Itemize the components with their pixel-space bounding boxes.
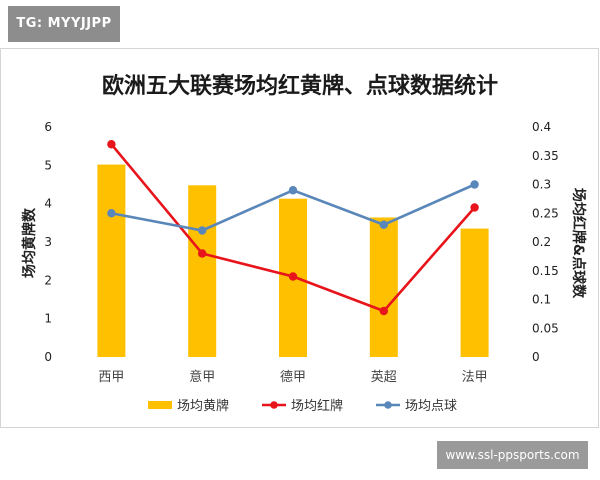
right-tick-4: 0.2 — [532, 235, 551, 249]
series-0-point-1 — [198, 249, 207, 258]
right-tick-6: 0.3 — [532, 178, 551, 192]
left-tick-0: 0 — [44, 350, 52, 364]
bar-4 — [460, 228, 489, 357]
legend-label-2: 场均点球 — [405, 399, 457, 414]
category-label-4: 法甲 — [462, 370, 488, 385]
category-labels: 西甲 意甲 德甲 英超 法甲 — [98, 369, 487, 385]
category-label-2: 德甲 — [280, 370, 306, 385]
legend-marker-2 — [384, 401, 392, 409]
left-tick-5: 5 — [44, 158, 52, 172]
series-0-point-3 — [379, 306, 388, 316]
bar-0 — [97, 164, 126, 357]
chart-title: 欧洲五大联赛场均红黄牌、点球数据统计 — [102, 73, 498, 99]
left-axis-title: 场均黄牌数 — [21, 207, 38, 278]
legend-marker-1 — [270, 401, 278, 409]
series-0-point-2 — [288, 272, 298, 281]
right-axis-title: 场均红牌&点球数 — [570, 188, 587, 299]
right-tick-2: 0.1 — [532, 293, 551, 307]
watermark-site: www.ssl-ppsports.com — [437, 441, 588, 469]
series-1-point-1 — [198, 226, 207, 235]
line-series — [107, 140, 479, 316]
series-1-point-3 — [379, 220, 388, 229]
series-0-point-0 — [107, 140, 116, 149]
left-tick-6: 6 — [44, 120, 52, 134]
legend-swatch-0 — [148, 401, 172, 409]
bar-series — [97, 164, 489, 357]
watermark-tag: TG: MYYJJPP — [8, 6, 120, 42]
legend: 场均黄牌 场均红牌 场均点球 — [148, 398, 457, 414]
series-1-point-2 — [288, 186, 298, 195]
left-tick-2: 2 — [44, 273, 52, 287]
series-1-point-4 — [470, 180, 479, 189]
right-tick-7: 0.35 — [532, 149, 559, 163]
right-tick-3: 0.15 — [532, 264, 559, 278]
legend-label-1: 场均红牌 — [291, 398, 343, 414]
category-label-3: 英超 — [371, 370, 397, 385]
series-1-point-0 — [107, 209, 116, 218]
legend-label-0: 场均黄牌 — [177, 398, 229, 414]
right-axis-ticks: 0 0.05 0.1 0.15 0.2 0.25 0.3 0.35 0.4 — [532, 120, 559, 364]
bar-3 — [369, 217, 398, 357]
left-tick-4: 4 — [44, 197, 52, 211]
left-axis-ticks: 0 1 2 3 4 5 6 — [44, 120, 52, 364]
right-tick-8: 0.4 — [532, 120, 551, 134]
left-tick-1: 1 — [44, 312, 52, 326]
category-label-1: 意甲 — [189, 369, 215, 385]
right-tick-1: 0.05 — [532, 321, 559, 335]
right-tick-5: 0.25 — [532, 206, 559, 220]
right-tick-0: 0 — [532, 350, 540, 364]
left-tick-3: 3 — [44, 235, 52, 249]
series-0-point-4 — [470, 203, 479, 212]
category-label-0: 西甲 — [98, 370, 124, 385]
bar-1 — [188, 185, 217, 357]
